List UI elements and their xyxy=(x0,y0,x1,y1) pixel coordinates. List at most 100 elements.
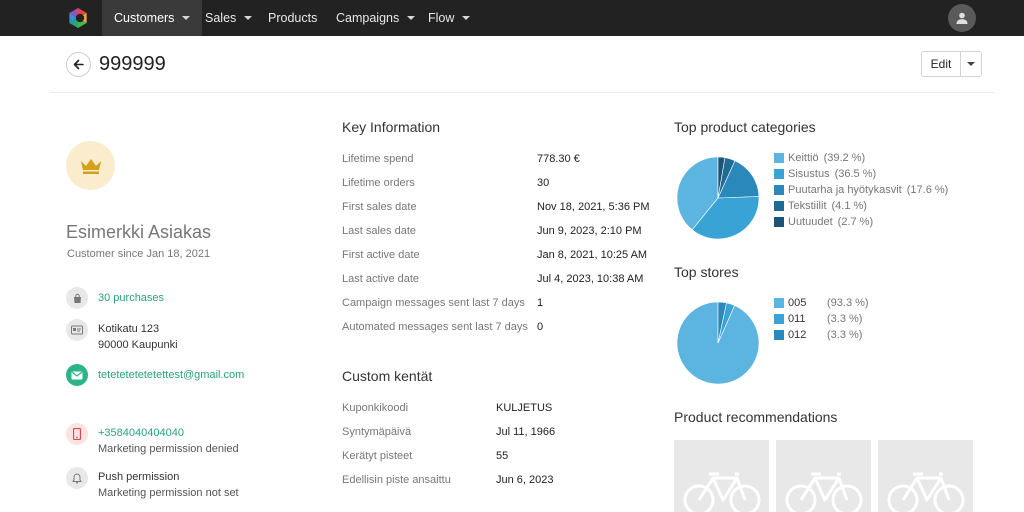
address-row: Kotikatu 123 90000 Kaupunki xyxy=(66,319,178,353)
top-navbar: Customers Sales Products Campaigns Flow xyxy=(0,0,1024,36)
custom-field-label: Edellisin piste ansaittu xyxy=(342,474,451,486)
legend-item[interactable]: Uutuudet (2.7 %) xyxy=(774,214,948,230)
legend-item[interactable]: 011 (3.3 %) xyxy=(774,311,869,327)
key-info-label: Automated messages sent last 7 days xyxy=(342,321,528,333)
key-info-value: Jul 4, 2023, 10:38 AM xyxy=(537,273,644,285)
recommendations-title: Product recommendations xyxy=(674,409,838,425)
nav-sales[interactable]: Sales xyxy=(193,0,264,36)
legend-percent: (3.3 %) xyxy=(827,329,863,341)
purchases-link[interactable]: 30 purchases xyxy=(98,292,165,304)
legend-item[interactable]: Tekstiilit (4.1 %) xyxy=(774,198,948,214)
phone-icon xyxy=(66,423,88,445)
legend-swatch xyxy=(774,153,784,163)
pie-slice[interactable] xyxy=(717,160,760,199)
push-permission: Marketing permission not set xyxy=(98,487,239,499)
legend-percent: (3.3 %) xyxy=(827,313,863,325)
key-info-value: 0 xyxy=(537,321,544,333)
phone-link[interactable]: +3584040404040 xyxy=(98,427,184,439)
nav-campaigns[interactable]: Campaigns xyxy=(324,0,427,36)
legend-percent: (4.1 %) xyxy=(831,200,867,212)
legend-item[interactable]: 012 (3.3 %) xyxy=(774,327,869,343)
email-icon xyxy=(66,364,88,386)
custom-field-value: Jun 6, 2023 xyxy=(496,474,554,486)
edit-dropdown-toggle[interactable] xyxy=(961,52,981,76)
back-button[interactable] xyxy=(66,52,91,77)
key-info-label: Campaign messages sent last 7 days xyxy=(342,297,525,309)
edit-button-group: Edit xyxy=(921,51,982,77)
nav-flow[interactable]: Flow xyxy=(416,0,482,36)
legend-swatch xyxy=(774,169,784,179)
legend-item[interactable]: Sisustus (36.5 %) xyxy=(774,166,948,182)
legend-percent: (2.7 %) xyxy=(837,216,874,228)
custom-field-value: KULJETUS xyxy=(496,402,553,414)
legend-label: 005 xyxy=(788,297,807,309)
key-info-label: Lifetime orders xyxy=(342,177,415,189)
key-info-value: 778.30 € xyxy=(537,153,580,165)
page-title: 999999 xyxy=(99,53,166,75)
legend-label: Keittiö xyxy=(788,152,819,164)
pie-slice[interactable] xyxy=(676,156,719,231)
legend-item[interactable]: Keittiö (39.2 %) xyxy=(774,150,948,166)
user-menu-button[interactable] xyxy=(948,4,976,32)
custom-field-value: 55 xyxy=(496,450,509,462)
legend-percent: (36.5 %) xyxy=(834,168,877,180)
nav-customers[interactable]: Customers xyxy=(102,0,203,36)
recommendation-card[interactable] xyxy=(776,440,871,512)
key-info-label: Last sales date xyxy=(342,225,416,237)
pie-slice[interactable] xyxy=(717,156,726,199)
push-title: Push permission xyxy=(98,471,180,483)
address-line1: Kotikatu 123 xyxy=(98,323,160,335)
legend-label: Sisustus xyxy=(788,168,830,180)
legend-percent: (39.2 %) xyxy=(823,152,866,164)
user-icon xyxy=(956,12,968,24)
email-link[interactable]: tetetetetetetettest@gmail.com xyxy=(98,369,245,381)
legend-label: 011 xyxy=(788,313,806,325)
categories-pie-chart xyxy=(676,156,760,240)
key-info-label: Lifetime spend xyxy=(342,153,414,165)
recommendation-card[interactable] xyxy=(674,440,769,512)
push-row: Push permission Marketing permission not… xyxy=(66,467,239,501)
chart-title: Top stores xyxy=(674,264,739,280)
bicycle-placeholder-icon xyxy=(785,472,863,512)
crown-icon xyxy=(80,158,101,174)
phone-permission: Marketing permission denied xyxy=(98,443,239,455)
customer-since: Customer since Jan 18, 2021 xyxy=(67,248,211,260)
legend-item[interactable]: Puutarha ja hyötykasvit (17.6 %) xyxy=(774,182,948,198)
categories-legend: Keittiö (39.2 %) Sisustus (36.5 %) Puuta… xyxy=(774,150,948,230)
chevron-down-icon xyxy=(244,16,253,20)
key-info-value: Jan 8, 2021, 10:25 AM xyxy=(537,249,648,261)
legend-label: Puutarha ja hyötykasvit xyxy=(788,184,902,196)
key-info-label: Last active date xyxy=(342,273,420,285)
bicycle-placeholder-icon xyxy=(887,472,965,512)
custom-fields-title: Custom kentät xyxy=(342,368,433,384)
email-row: tetetetetetetettest@gmail.com xyxy=(66,364,244,386)
legend-swatch xyxy=(774,185,784,195)
legend-swatch xyxy=(774,298,784,308)
bag-icon xyxy=(66,287,88,309)
key-info-title: Key Information xyxy=(342,119,441,135)
legend-label: Uutuudet xyxy=(788,216,833,228)
app-logo-icon[interactable] xyxy=(66,6,90,30)
stores-legend: 005 (93.3 %) 011 (3.3 %) 012 (3.3 %) xyxy=(774,295,869,343)
arrow-left-icon xyxy=(73,59,84,70)
legend-label: 012 xyxy=(788,329,807,341)
legend-item[interactable]: 005 (93.3 %) xyxy=(774,295,869,311)
address-card-icon xyxy=(66,319,88,341)
custom-field-label: Syntymäpäivä xyxy=(342,426,412,438)
loyalty-badge xyxy=(66,141,115,190)
chevron-down-icon xyxy=(967,62,975,66)
pie-slice[interactable] xyxy=(691,196,760,240)
chevron-down-icon xyxy=(462,16,471,20)
nav-products[interactable]: Products xyxy=(268,11,318,25)
legend-swatch xyxy=(774,330,784,340)
pie-slice[interactable] xyxy=(717,301,727,344)
purchases-row: 30 purchases xyxy=(66,287,164,309)
legend-swatch xyxy=(774,217,784,227)
address-line2: 90000 Kaupunki xyxy=(98,339,178,351)
recommendation-card[interactable] xyxy=(878,440,973,512)
phone-row: +3584040404040 Marketing permission deni… xyxy=(66,423,239,457)
key-info-label: First sales date xyxy=(342,201,417,213)
edit-button[interactable]: Edit xyxy=(922,52,961,76)
legend-percent: (93.3 %) xyxy=(827,297,869,309)
key-info-value: Nov 18, 2021, 5:36 PM xyxy=(537,201,650,213)
